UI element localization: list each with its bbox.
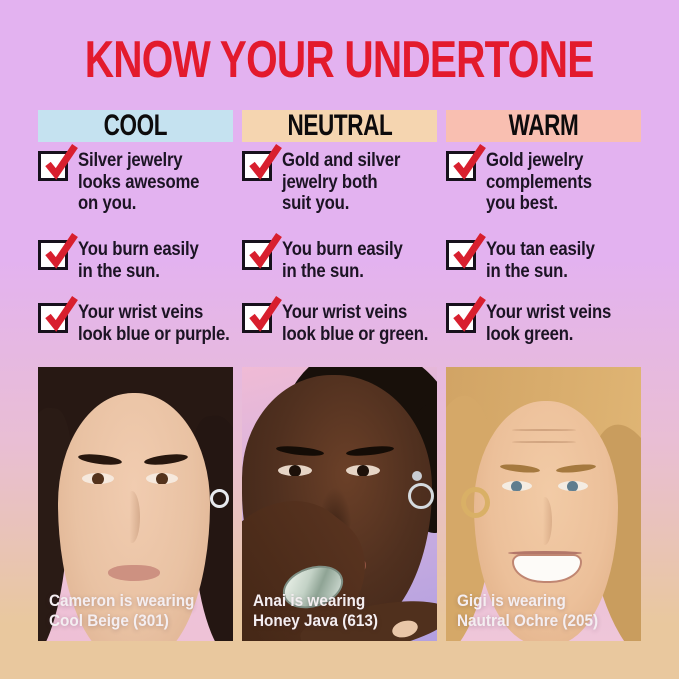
silver-hoop-earring-icon [210, 489, 229, 508]
eye-shape [502, 481, 532, 491]
checklist-label: You burn easily in the sun. [282, 239, 403, 282]
eye-shape [558, 481, 588, 491]
checklist-label: Your wrist veins look green. [486, 302, 612, 345]
iris-shape [92, 473, 104, 484]
checklist-label: Silver jewelry looks awesome on you. [78, 150, 200, 214]
nose-shape [124, 491, 140, 543]
checklist-item-warm-1: Gold jewelry complements you best. [446, 144, 606, 215]
checkbox [38, 144, 78, 181]
iris-shape [567, 481, 578, 491]
checkbox [38, 296, 78, 333]
checkmark-icon [453, 233, 486, 269]
checkmark-icon [249, 296, 282, 332]
wrinkle-line [512, 429, 576, 431]
iris-shape [289, 465, 301, 476]
eye-shape [82, 473, 114, 484]
photo-cameron: Cameron is wearing Cool Beige (301) [38, 367, 233, 641]
checkbox [242, 296, 282, 333]
checkbox [446, 296, 486, 333]
eye-shape [278, 465, 312, 476]
checklist-label: You tan easily in the sun. [486, 239, 595, 282]
page-title: KNOW YOUR UNDERTONE [85, 31, 595, 89]
checklist-item-warm-2: You tan easily in the sun. [446, 233, 610, 282]
checklist-item-neutral-1: Gold and silver jewelry both suit you. [242, 144, 416, 215]
upper-lip-line [508, 551, 582, 555]
earring-stud-icon [412, 471, 422, 481]
checkmark-icon [453, 296, 486, 332]
checkmark-icon [249, 233, 282, 269]
checklist-item-cool-2: You burn easily in the sun. [38, 233, 215, 282]
header-cool: COOL [38, 109, 233, 142]
checkbox [446, 233, 486, 270]
checklist-label: Gold jewelry complements you best. [486, 150, 592, 214]
wrinkle-line [512, 441, 576, 443]
photo-gigi: Gigi is wearing Nautral Ochre (205) [446, 367, 641, 641]
checkmark-icon [249, 144, 282, 180]
checklist-label: You burn easily in the sun. [78, 239, 199, 282]
checkmark-icon [45, 144, 78, 180]
checkbox [242, 144, 282, 181]
eye-shape [346, 465, 380, 476]
photo-caption: Cameron is wearing Cool Beige (301) [49, 591, 195, 630]
checklist-item-neutral-2: You burn easily in the sun. [242, 233, 419, 282]
eye-shape [146, 473, 178, 484]
checkbox [38, 233, 78, 270]
iris-shape [357, 465, 369, 476]
header-neutral: NEUTRAL [242, 109, 437, 142]
checklist-label: Your wrist veins look blue or green. [282, 302, 429, 345]
face-shape [58, 393, 210, 641]
checkmark-icon [45, 296, 78, 332]
checklist-label: Your wrist veins look blue or purple. [78, 302, 230, 345]
photo-caption: Anai is wearing Honey Java (613) [253, 591, 379, 630]
checkmark-icon [453, 144, 486, 180]
header-warm: WARM [446, 109, 641, 142]
checkbox [446, 144, 486, 181]
checkbox [242, 233, 282, 270]
checklist-item-neutral-3: Your wrist veins look blue or green. [242, 296, 448, 345]
gold-hoop-earring-icon [461, 487, 490, 518]
checkmark-icon [45, 233, 78, 269]
checklist-item-cool-3: Your wrist veins look blue or purple. [38, 296, 250, 345]
checklist-item-cool-1: Silver jewelry looks awesome on you. [38, 144, 216, 215]
photo-anai: Anai is wearing Honey Java (613) [242, 367, 437, 641]
iris-shape [156, 473, 168, 484]
silver-hoop-earring-icon [408, 483, 434, 509]
nose-shape [538, 497, 552, 545]
checklist-item-warm-3: Your wrist veins look green. [446, 296, 628, 345]
lips-shape [108, 565, 160, 581]
checklist-label: Gold and silver jewelry both suit you. [282, 150, 401, 214]
face-shape [474, 401, 618, 641]
photo-caption: Gigi is wearing Nautral Ochre (205) [457, 591, 599, 630]
iris-shape [511, 481, 522, 491]
smiling-mouth-shape [512, 554, 582, 583]
